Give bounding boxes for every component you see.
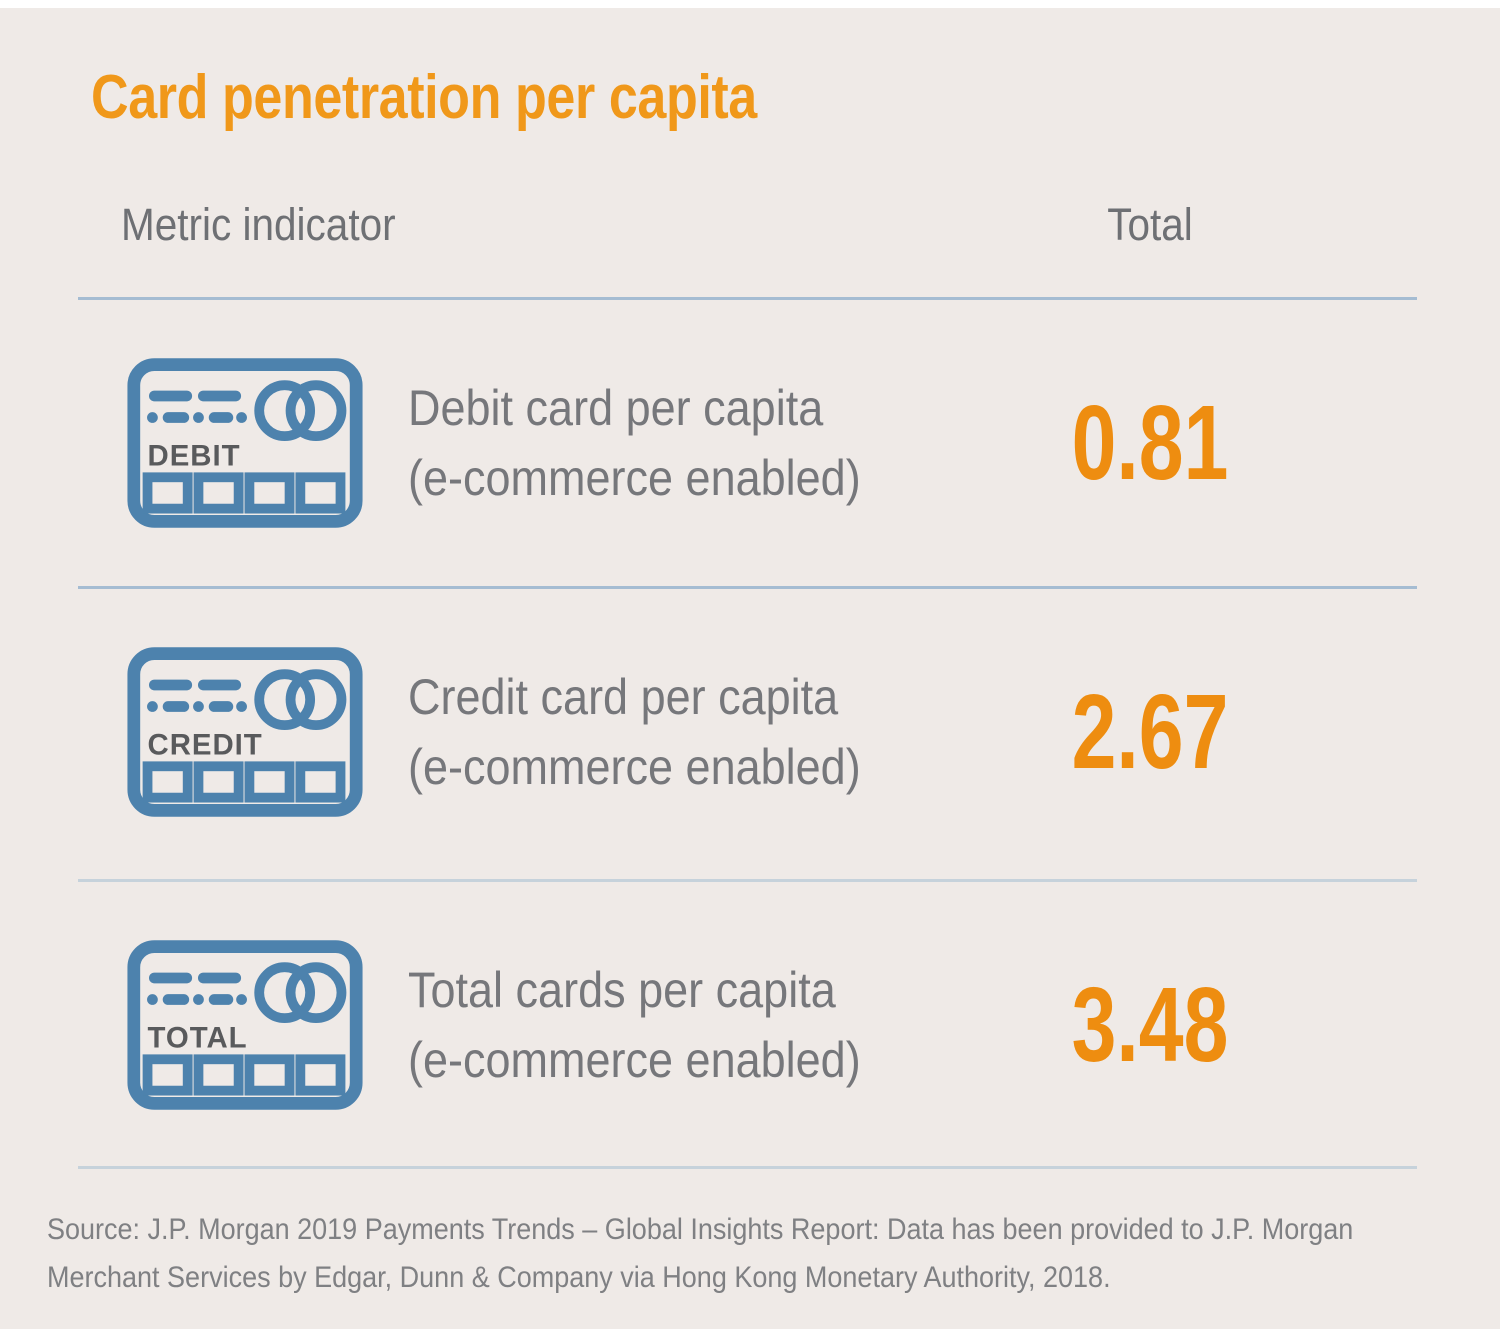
card-type-label: CREDIT bbox=[148, 729, 263, 762]
divider bbox=[78, 1166, 1417, 1169]
metric-value: 0.81 bbox=[1071, 384, 1229, 502]
card-type-label: DEBIT bbox=[148, 440, 241, 473]
table-row-total: TOTAL Total cards per capita (e-commerce… bbox=[0, 883, 1500, 1167]
debit-card-icon: DEBIT bbox=[125, 355, 365, 531]
metric-label-line1: Debit card per capita bbox=[408, 380, 824, 436]
metric-label: Debit card per capita (e-commerce enable… bbox=[408, 373, 941, 513]
table-row-debit: DEBIT Debit card per capita (e-commerce … bbox=[0, 301, 1500, 585]
metric-value: 2.67 bbox=[1071, 673, 1229, 791]
metric-label-line2: (e-commerce enabled) bbox=[408, 739, 861, 795]
metric-label-line2: (e-commerce enabled) bbox=[408, 450, 861, 506]
card-type-label: TOTAL bbox=[148, 1022, 248, 1055]
metric-label: Credit card per capita (e-commerce enabl… bbox=[408, 662, 941, 802]
column-header-total: Total bbox=[1107, 199, 1193, 250]
column-header-metric: Metric indicator bbox=[121, 199, 396, 250]
bottom-margin-strip bbox=[0, 1329, 1500, 1333]
top-margin-strip bbox=[0, 0, 1500, 8]
metric-label: Total cards per capita (e-commerce enabl… bbox=[408, 955, 941, 1095]
source-note-line2: Merchant Services by Edgar, Dunn & Compa… bbox=[47, 1261, 1111, 1294]
metric-label-line1: Credit card per capita bbox=[408, 669, 839, 725]
source-note-line1: Source: J.P. Morgan 2019 Payments Trends… bbox=[47, 1213, 1354, 1246]
page-title: Card penetration per capita bbox=[91, 63, 757, 132]
table-row-credit: CREDIT Credit card per capita (e-commerc… bbox=[0, 590, 1500, 874]
metric-label-line2: (e-commerce enabled) bbox=[408, 1032, 861, 1088]
total-cards-icon: TOTAL bbox=[125, 937, 365, 1113]
metric-value: 3.48 bbox=[1071, 966, 1229, 1084]
divider bbox=[78, 586, 1417, 589]
metric-label-line1: Total cards per capita bbox=[408, 962, 836, 1018]
divider bbox=[78, 879, 1417, 882]
credit-card-icon: CREDIT bbox=[125, 644, 365, 820]
divider bbox=[78, 297, 1417, 300]
source-note: Source: J.P. Morgan 2019 Payments Trends… bbox=[47, 1206, 1451, 1302]
